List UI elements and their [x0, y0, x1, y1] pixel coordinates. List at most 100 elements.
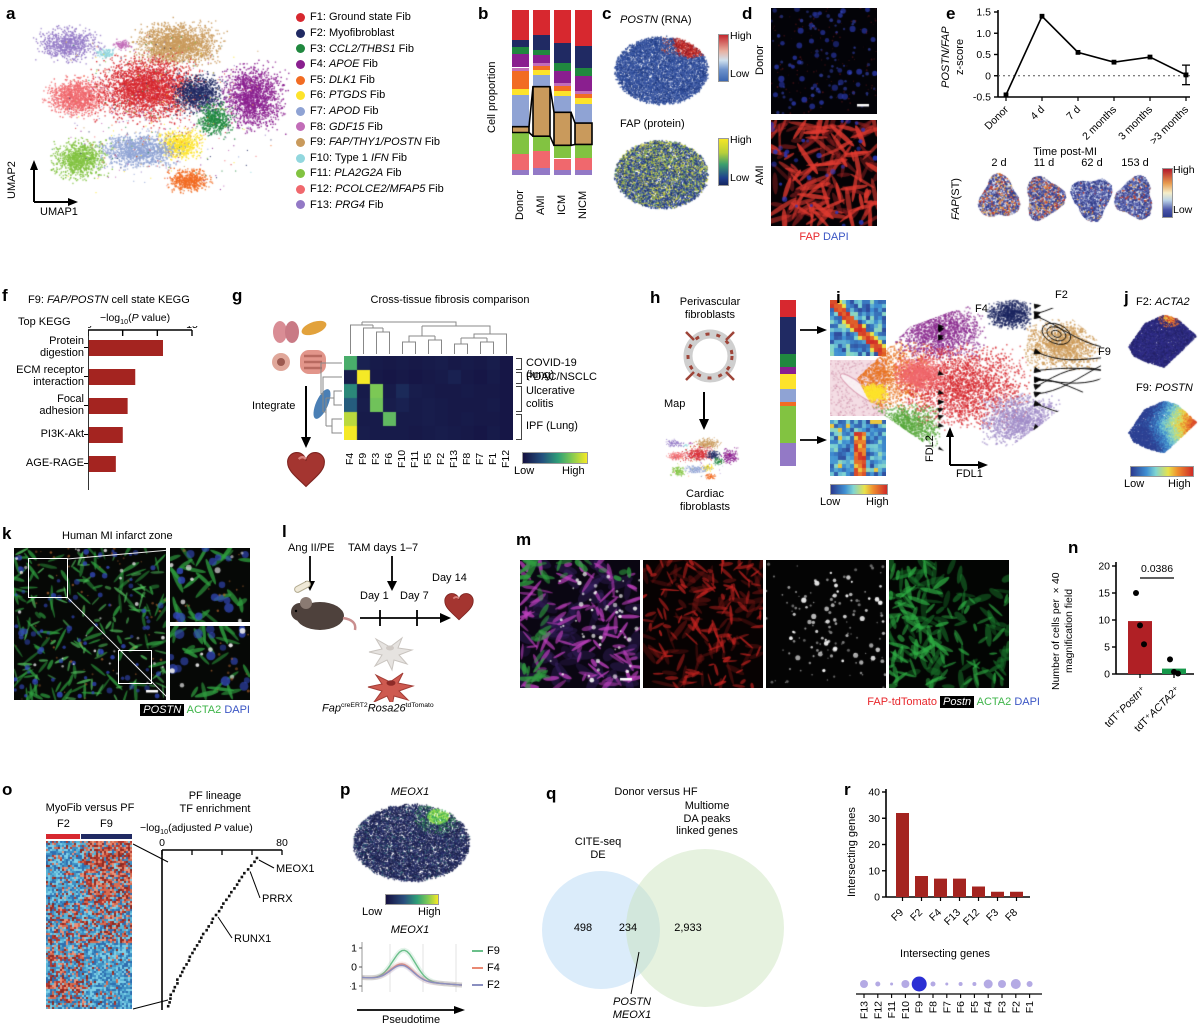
map-label: Map — [664, 398, 686, 410]
strip-segment-2 — [780, 353, 796, 368]
panel-e-letter: e — [946, 4, 956, 23]
row-bracket — [516, 372, 522, 384]
perivascular-label: Perivascular fibroblasts — [679, 296, 741, 321]
heatmap-col-label-f6: F6 — [383, 452, 395, 466]
timeline-arrow — [360, 610, 451, 626]
bar-segment-f4 — [512, 54, 529, 68]
tf-point — [198, 940, 201, 943]
tf-point — [193, 947, 196, 951]
venn-count-intersection: 234 — [618, 922, 638, 934]
fibroblast-grey-icon — [368, 636, 414, 672]
st-tissue-2d — [975, 172, 1023, 224]
text-part: POSTN — [140, 704, 185, 716]
path — [1005, 14, 1187, 96]
row-label-line: PDAC/NSCLC — [526, 370, 597, 383]
legend-item-label: F13: PRG4 Fib — [310, 199, 383, 212]
st-time-label: 153 d — [1121, 157, 1149, 169]
text-part: Fap — [322, 702, 341, 715]
de-heatmap-texture — [46, 841, 132, 1009]
heatmap-col-label-f12: F12 — [500, 449, 512, 469]
legend-item: F2: Myofibroblast — [296, 26, 486, 42]
fdl-streamline-plot — [852, 296, 1114, 468]
text-part: 10 — [160, 828, 169, 837]
f9-outline — [532, 85, 551, 138]
kegg-bar-4 — [88, 456, 116, 472]
legend-label-pre: F5: — [310, 73, 329, 86]
tf-point — [210, 921, 214, 924]
legend-label-post: Fib — [425, 183, 444, 195]
text-part: F9: — [1136, 382, 1155, 394]
bar-segment-f2 — [575, 46, 592, 68]
text: 40 — [868, 787, 880, 799]
postn-high-label: High — [730, 30, 752, 42]
venn-callout-line — [630, 951, 640, 995]
panel-i-letter: i — [836, 288, 841, 307]
tf-point — [182, 966, 186, 970]
line — [570, 112, 576, 124]
bar-segment-f1 — [512, 10, 529, 40]
legend-label-pre: F12: — [310, 183, 336, 195]
text: 10 — [1098, 615, 1110, 627]
bar-segment-f5 — [575, 94, 592, 99]
bar-segment-f5 — [512, 70, 529, 90]
lung-icon — [285, 321, 299, 343]
tf-point — [188, 955, 192, 959]
bar-segment-f7 — [533, 75, 550, 87]
top-kegg-label: Top KEGG — [18, 316, 71, 328]
row-bracket — [516, 358, 522, 370]
bar-segment-f2 — [554, 43, 571, 63]
legend-label-post: Fib — [359, 58, 378, 71]
legend-item-label: F6: PTGDS Fib — [310, 89, 385, 102]
panel-a-letter: a — [6, 4, 16, 23]
bar-segment-f2 — [512, 40, 529, 47]
text: 20 — [1098, 561, 1110, 573]
tf-point — [235, 883, 239, 886]
data-point — [1111, 59, 1117, 65]
panel-b-letter: b — [478, 4, 489, 23]
legend-label-gene: FAP/THY1/POSTN — [328, 136, 422, 149]
tf-point — [180, 970, 184, 974]
cluster-color-strip — [780, 300, 796, 466]
bar-segment-f3 — [554, 62, 571, 72]
legend-item-label: F5: DLK1 Fib — [310, 74, 375, 87]
fdl1-axis-label: FDL1 — [956, 468, 983, 480]
heatmap-col-label-f3: F3 — [370, 452, 382, 466]
bar-segment-f11 — [554, 145, 571, 159]
kegg-tick — [84, 434, 88, 436]
umap-plot-canvas — [28, 8, 294, 220]
heatmap-row-label: PDAC/NSCLC — [526, 371, 598, 384]
st-time-label: 62 d — [1081, 157, 1103, 169]
f9-postn-title: F9: POSTN — [1136, 382, 1193, 395]
legend-item: F13: PRG4 Fib — [296, 197, 486, 213]
tf-point — [237, 879, 241, 883]
text-part: creERT2 — [340, 702, 368, 709]
st-high-label: High — [1173, 164, 1195, 176]
y-tick-label: 1.5 — [976, 7, 991, 19]
cardiac-fibroblast-umap — [662, 434, 742, 486]
bar-segment-f9 — [575, 123, 592, 145]
postn-acta2-dapi-caption: POSTN ACTA2 DAPI — [60, 704, 250, 717]
kegg-label-0: Protein digestion — [2, 335, 84, 359]
text-part: MEOX1 — [390, 786, 430, 798]
bar-segment-f4 — [554, 71, 571, 83]
donor-if-image — [771, 8, 877, 114]
f9-outline — [574, 122, 593, 146]
r-bar-f8 — [1010, 891, 1023, 897]
inset-box-1 — [28, 558, 68, 598]
f11-legend-dot — [296, 169, 305, 179]
text-part: tdTomato — [405, 702, 434, 709]
panel-h-letter: h — [650, 288, 661, 307]
bar-segment-f3 — [512, 46, 529, 55]
text: 80 — [276, 837, 288, 849]
legend-label-pre: F3: — [310, 42, 329, 55]
mi-infarct-title: Human MI infarct zone — [62, 530, 173, 542]
text-part: P — [131, 312, 139, 324]
heatmap-col-label-f11: F11 — [409, 450, 421, 468]
genotype-caption: FapcreERT2Rosa26tdTomato — [322, 702, 434, 715]
legend-label-pre: F1: Ground state Fib — [310, 11, 411, 24]
kegg-tick — [84, 376, 88, 378]
kegg-bar-0 — [88, 340, 163, 356]
bar-segment-f3 — [533, 49, 550, 55]
bar-x-label-ami: AMI — [535, 195, 547, 215]
bar-segment-f4 — [575, 76, 592, 91]
